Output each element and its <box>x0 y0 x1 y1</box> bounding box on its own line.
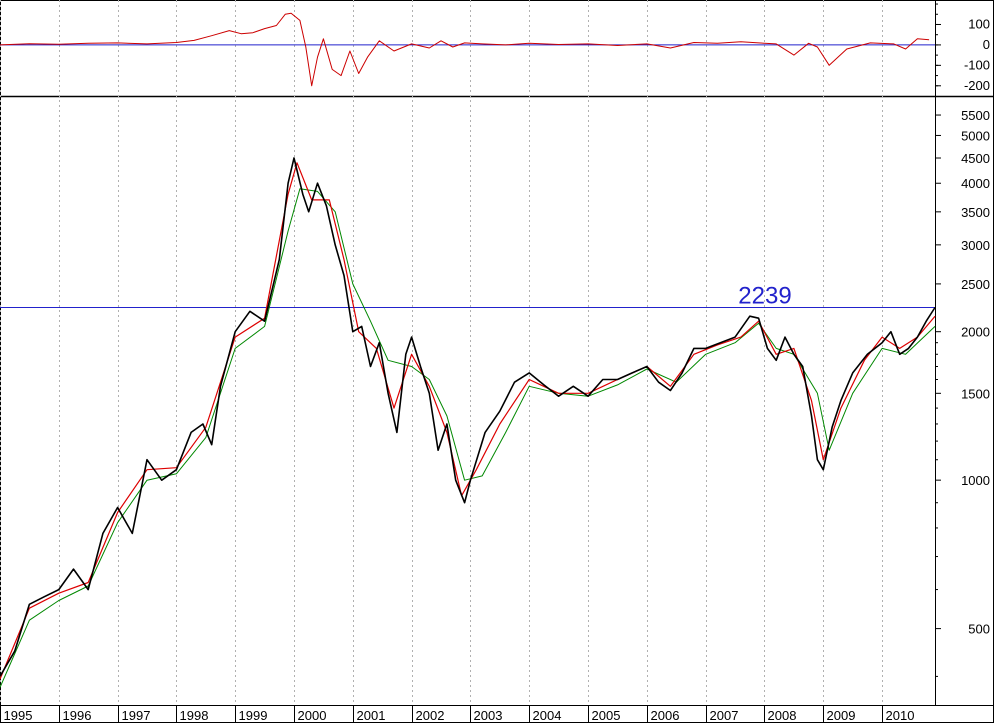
x-tick-label: 2007 <box>710 708 739 723</box>
osc-y-tick-label: -200 <box>964 78 990 93</box>
series-price-black <box>0 157 936 677</box>
reference-line-label: 2239 <box>738 283 791 310</box>
price-y-tick-label: 5500 <box>961 108 990 123</box>
price-y-tick-label: 1500 <box>961 386 990 401</box>
price-y-tick-label: 500 <box>968 622 990 637</box>
price-y-tick-label: 3500 <box>961 205 990 220</box>
x-tick-label: 2005 <box>592 708 621 723</box>
price-y-tick-label: 4500 <box>961 151 990 166</box>
price-y-tick-label: 3000 <box>961 238 990 253</box>
x-tick-label: 1999 <box>239 708 268 723</box>
x-tick-label: 2006 <box>651 708 680 723</box>
x-tick-label: 1998 <box>180 708 209 723</box>
x-tick-label: 2009 <box>827 708 856 723</box>
x-tick-label: 1997 <box>122 708 151 723</box>
x-tick-label: 2002 <box>416 708 445 723</box>
osc-y-tick-label: 0 <box>983 37 990 52</box>
price-y-tick-label: 4000 <box>961 176 990 191</box>
x-tick-label: 2001 <box>357 708 386 723</box>
price-y-tick-label: 2000 <box>961 325 990 340</box>
price-y-tick-label: 5000 <box>961 128 990 143</box>
x-tick-label: 2003 <box>474 708 503 723</box>
series-green-moving-average <box>0 188 936 688</box>
x-tick-label: 1995 <box>4 708 33 723</box>
series-red-moving-average <box>0 162 936 680</box>
osc-y-tick-label: -100 <box>964 57 990 72</box>
price-y-tick-label: 2500 <box>961 277 990 292</box>
osc-y-tick-label: 100 <box>968 16 990 31</box>
x-tick-label: 2004 <box>533 708 562 723</box>
x-tick-label: 2000 <box>298 708 327 723</box>
x-tick-label: 2008 <box>768 708 797 723</box>
x-tick-label: 2010 <box>886 708 915 723</box>
price-y-tick-label: 1000 <box>961 473 990 488</box>
x-tick-label: 1996 <box>63 708 92 723</box>
series-oscillator <box>0 12 930 87</box>
